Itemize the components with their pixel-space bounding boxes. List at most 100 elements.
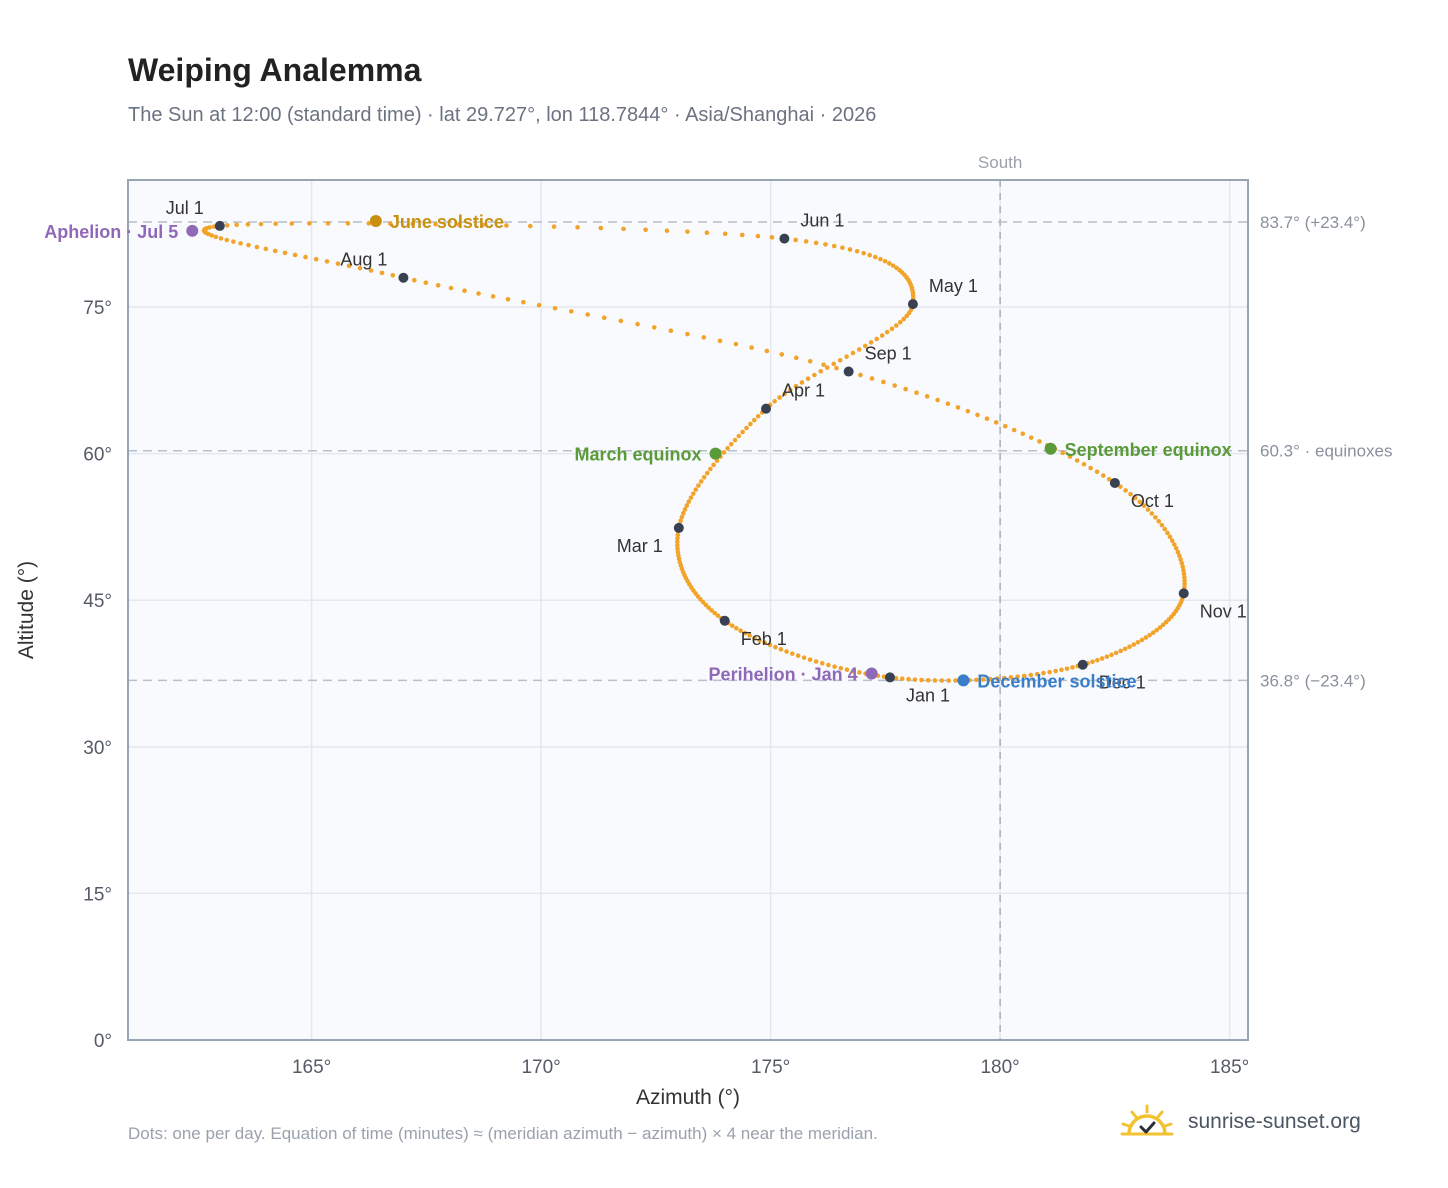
daily-dot (1059, 667, 1064, 673)
daily-dot (784, 649, 789, 654)
x-tick-label: 165° (292, 1057, 331, 1078)
daily-dot (834, 365, 839, 371)
daily-dot (893, 323, 899, 328)
daily-dot (769, 235, 775, 240)
daily-dot (1150, 630, 1156, 635)
event-marker-label: March equinox (575, 445, 702, 465)
daily-dot (1173, 546, 1179, 551)
daily-dot (618, 318, 624, 324)
daily-dot (1181, 571, 1187, 577)
daily-dot (975, 412, 980, 418)
daily-dot (1104, 654, 1110, 659)
daily-dot (390, 273, 396, 278)
daily-dot (1020, 431, 1026, 437)
daily-dot (536, 302, 542, 308)
daily-dot (1109, 652, 1114, 658)
month-marker-dot (884, 672, 895, 683)
daily-dot (826, 662, 831, 668)
daily-dot (664, 228, 670, 234)
brand-name: sunrise-sunset.org (1188, 1110, 1361, 1133)
daily-dot (676, 553, 681, 558)
daily-dot (379, 270, 385, 276)
daily-dot (675, 546, 680, 552)
daily-dot (819, 660, 825, 666)
chart-subtitle: The Sun at 12:00 (standard time) · lat 2… (128, 104, 877, 126)
daily-dot (435, 283, 441, 288)
daily-dot (882, 258, 888, 264)
daily-dot (772, 398, 777, 404)
daily-dot (423, 280, 429, 286)
daily-dot (757, 637, 762, 643)
daily-dot (1028, 672, 1034, 678)
month-marker-label: Mar 1 (617, 536, 663, 556)
daily-dot (879, 333, 885, 338)
daily-dot (1028, 435, 1034, 440)
brand[interactable]: sunrise-sunset.org (1120, 1104, 1361, 1140)
daily-dot (1179, 560, 1185, 566)
daily-dot (717, 338, 723, 344)
daily-dot (793, 383, 799, 389)
footnote: Dots: one per day. Equation of time (min… (128, 1124, 878, 1143)
daily-dot (974, 677, 979, 683)
daily-dot (725, 446, 730, 451)
daily-dot (1021, 673, 1027, 679)
month-marker-dot (719, 615, 730, 626)
daily-dot (527, 223, 533, 229)
daily-dot (1041, 670, 1046, 676)
event-marker-dot (186, 224, 199, 237)
daily-dot (651, 325, 657, 330)
daily-dot (238, 241, 243, 246)
daily-dot (939, 678, 945, 683)
daily-dot (234, 222, 239, 228)
daily-dot (480, 222, 485, 228)
daily-dot (721, 450, 727, 455)
daily-dot (747, 633, 752, 638)
daily-dot (994, 676, 1000, 681)
daily-dot (932, 678, 938, 683)
month-marker-label: Dec 1 (1099, 673, 1146, 693)
daily-dot (1181, 568, 1186, 573)
event-marker-dot (1044, 442, 1057, 455)
daily-dot (1088, 465, 1093, 471)
daily-dot (712, 610, 717, 616)
daily-dot (1070, 665, 1075, 670)
daily-dot (889, 326, 895, 332)
daily-dot (946, 678, 951, 683)
daily-dot (1182, 578, 1187, 583)
daily-dot (1160, 622, 1166, 628)
daily-dot (862, 343, 868, 349)
daily-dot (748, 421, 753, 427)
daily-dot (1090, 659, 1095, 665)
daily-dot (701, 335, 707, 340)
daily-dot (704, 230, 710, 236)
daily-dot (366, 221, 372, 226)
daily-dot (462, 288, 467, 294)
daily-dot (678, 518, 683, 523)
daily-dot (357, 265, 363, 271)
daily-dot (755, 413, 761, 419)
month-marker-dot (761, 403, 772, 414)
daily-dot (844, 667, 850, 673)
daily-dot (988, 676, 993, 682)
daily-dot (696, 483, 701, 488)
daily-dot (993, 420, 999, 425)
y-tick-label: 30° (83, 738, 112, 759)
daily-dot (984, 416, 990, 421)
y-tick-label: 75° (83, 298, 112, 319)
daily-dot (681, 510, 686, 516)
daily-dot (762, 640, 767, 645)
daily-dot (953, 678, 958, 683)
daily-dot (869, 376, 875, 381)
month-marker-label: Oct 1 (1131, 491, 1174, 511)
daily-dot (504, 223, 509, 228)
daily-dot (795, 653, 801, 658)
month-marker-dot (1077, 659, 1088, 670)
daily-dot (643, 227, 648, 233)
meridian-label: South (978, 153, 1022, 172)
daily-dot (1157, 625, 1163, 630)
daily-dot (874, 336, 880, 342)
daily-dot (787, 387, 793, 393)
daily-dot (818, 368, 824, 374)
daily-dot (1162, 526, 1168, 532)
